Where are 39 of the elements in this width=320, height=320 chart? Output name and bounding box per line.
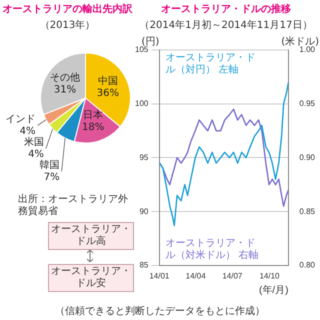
x-tick-label: 14/07 [222,271,243,280]
slice-label: 中国 [98,75,118,88]
text: 出所：オーストラリア外務貿易省 [17,194,129,218]
slice-label: 日本 [83,109,104,122]
data-label: 4% [28,149,44,160]
data-label: 36% [96,88,120,100]
slice-label: その他 [50,72,80,84]
text: オーストラリア・ドル安 [48,264,134,292]
text: オーストラリア・ドル（対米ドル） 右軸 [165,238,259,261]
data-label: 31% [54,84,76,96]
y2-tick-label: 0.90 [299,152,316,162]
y-tick-label: 95 [139,152,149,162]
text: オーストラリア・ドル（対円） 左軸 [165,52,256,76]
chart-title: オーストラリア・ドルの推移 [160,2,292,16]
y2-tick-label: 0.80 [299,260,316,270]
slice-label: インド [6,114,36,126]
x-tick-label: 14/01 [149,271,170,280]
y2-tick-label: 0.85 [299,206,316,216]
y-tick-label: 85 [139,260,149,270]
chart-subtitle: （2014年1月初～2014年11月17日） [138,18,314,32]
data-label: 4% [20,126,36,138]
y2-axis-title: (米ドル) [281,36,320,48]
y-tick-label: 100 [134,99,149,108]
chart-title: オーストラリアの輸出先内訳 [2,2,134,16]
x-axis-title: (年/月) [258,284,288,296]
y-axis-title: (円) [142,36,160,48]
y-tick-label: 90 [139,206,149,216]
slice-label: 米国 [24,136,44,148]
chart-subtitle: （2013年） [38,19,96,32]
text: （信頼できると判断したデータをもとに作成） [54,304,266,318]
y-tick-label: 105 [134,45,149,54]
y2-tick-label: 0.95 [299,99,316,108]
slice-label: 韓国 [40,159,60,172]
data-label: 18% [82,122,104,134]
x-tick-label: 14/10 [259,271,280,280]
y2-tick-label: 1.00 [299,45,316,54]
data-label: 7% [44,172,60,184]
text: オーストラリア・ドル高 [48,222,134,250]
x-tick-label: 14/04 [186,271,206,280]
